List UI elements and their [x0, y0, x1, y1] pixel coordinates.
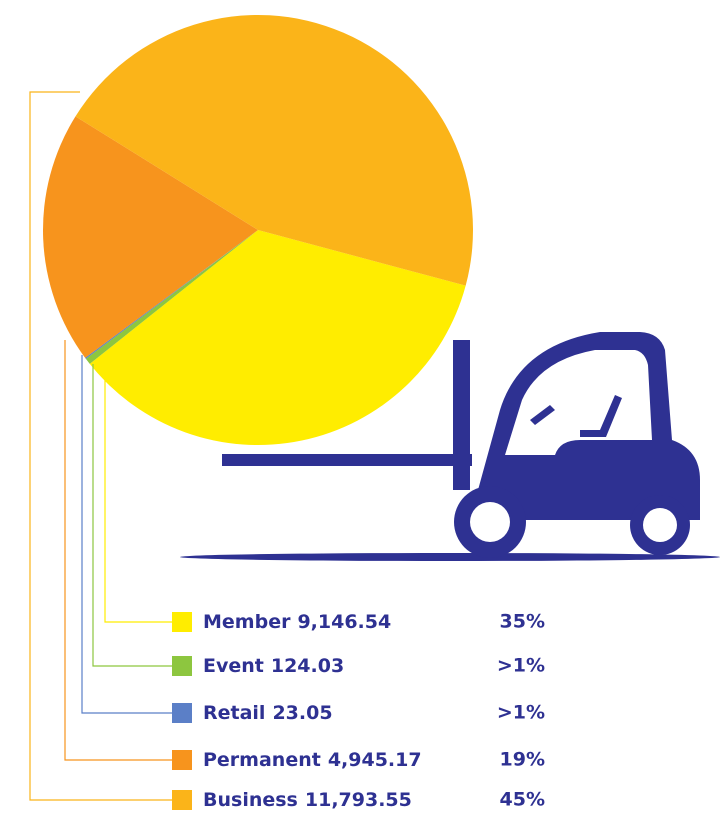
legend-name: Retail	[203, 702, 265, 724]
legend-percent: 45%	[500, 789, 545, 811]
infographic: Member 9,146.54 35% Event 124.03 >1% Retail 23.…	[0, 0, 722, 819]
legend-name: Event	[203, 655, 264, 677]
legend-name: Permanent	[203, 749, 321, 771]
pie	[43, 15, 473, 445]
legend-value: 124.03	[271, 655, 344, 677]
legend-value: 23.05	[272, 702, 332, 724]
legend-label: Permanent 4,945.17	[203, 749, 422, 771]
legend-label: Business 11,793.55	[203, 789, 412, 811]
wheel-hub	[470, 502, 510, 542]
legend-value: 9,146.54	[297, 611, 391, 633]
ground-shadow	[180, 553, 720, 561]
legend-label: Retail 23.05	[203, 702, 333, 724]
legend-percent: 19%	[500, 749, 545, 771]
legend-percent: 35%	[500, 611, 545, 633]
legend-value: 4,945.17	[328, 749, 422, 771]
fork	[222, 454, 472, 466]
legend-percent: >1%	[497, 702, 545, 724]
legend-label: Event 124.03	[203, 655, 344, 677]
legend-percent: >1%	[497, 655, 545, 677]
legend-swatch	[172, 656, 192, 676]
legend-name: Member	[203, 611, 291, 633]
legend-swatch	[172, 790, 192, 810]
wheel-hub	[643, 508, 677, 542]
mast	[453, 340, 470, 490]
legend-swatch	[172, 750, 192, 770]
legend-swatch	[172, 612, 192, 632]
legend-label: Member 9,146.54	[203, 611, 391, 633]
legend-swatch	[172, 703, 192, 723]
legend-value: 11,793.55	[305, 789, 412, 811]
legend-name: Business	[203, 789, 298, 811]
